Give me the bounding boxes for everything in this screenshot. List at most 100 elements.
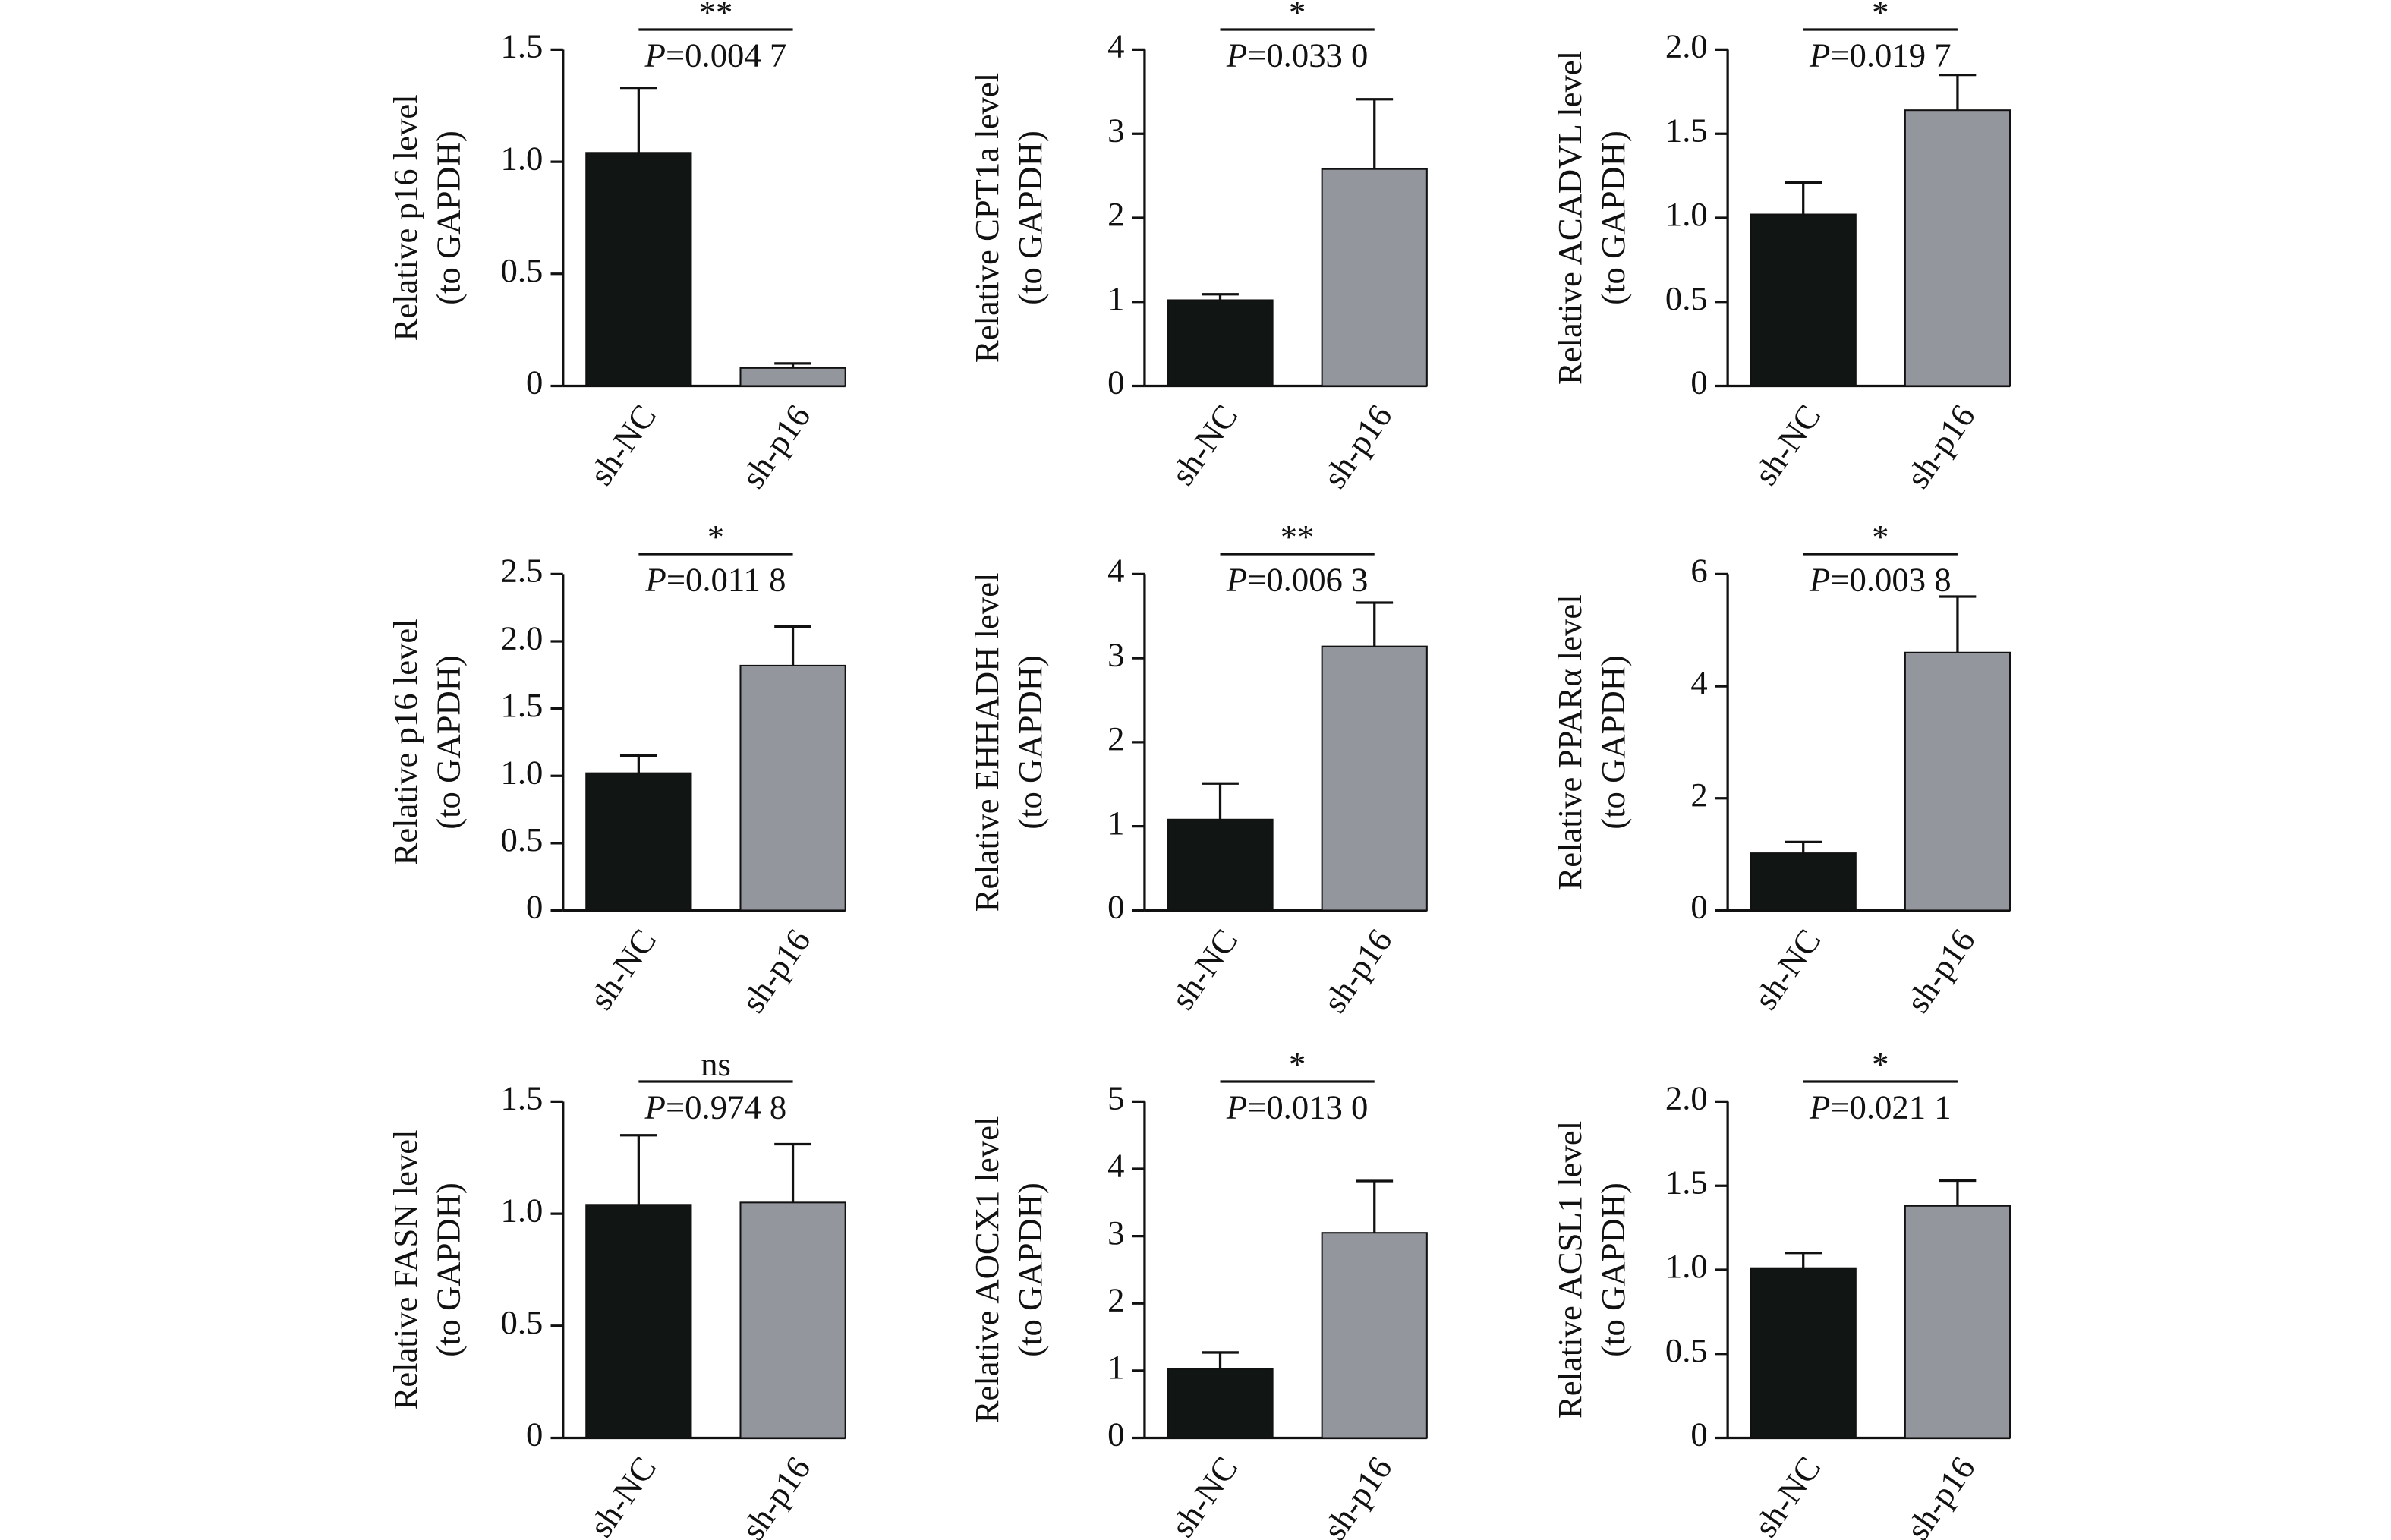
y-tick-label: 1.5 (1665, 1163, 1708, 1201)
y-axis-label: Relative AOCX1 level (968, 1116, 1006, 1424)
error-bar (1202, 293, 1239, 301)
y-tick-label: 0 (1107, 364, 1124, 402)
p-text: =0.019 7 (1830, 36, 1951, 74)
panel: 0 1 2 3 4 Relative CPT1a level (to GAPDH) sh-NC… (968, 0, 1428, 495)
y-tick-label: 1.0 (500, 1191, 543, 1229)
significance-label: * (1289, 1045, 1306, 1083)
significance-label: * (1289, 0, 1306, 31)
p-value: P=0.004 7 (644, 36, 787, 74)
p-value: P=0.013 0 (1226, 1088, 1369, 1126)
p-text: =0.003 8 (1830, 561, 1951, 599)
p-text: =0.004 7 (666, 36, 786, 74)
p-symbol: P (1809, 1088, 1830, 1126)
error-bar (619, 87, 657, 153)
x-tick-label: sh-NC (581, 1450, 663, 1540)
p-value: P=0.974 8 (644, 1088, 787, 1126)
bar (1750, 213, 1857, 387)
y-tick-label: 1.0 (1665, 195, 1708, 233)
x-tick-label: sh-p16 (1898, 1450, 1983, 1540)
y-tick-label: 4 (1107, 1146, 1124, 1184)
panel: 0 0.5 1.0 1.5 2.0 2.5 Relative p16 level (to GA… (386, 518, 846, 1019)
y-tick-label: 0 (1690, 1416, 1707, 1453)
panel: 0 0.5 1.0 1.5 2.0 Relative ACADVL level (to GA… (1551, 0, 2011, 495)
y-axis-label: (to GAPDH) (1011, 655, 1049, 830)
p-value: P=0.003 8 (1809, 561, 1952, 599)
bar (1904, 1205, 2011, 1439)
error-bar (1356, 1179, 1394, 1233)
significance-label: ns (701, 1045, 731, 1083)
y-tick-label: 1 (1107, 1348, 1124, 1386)
bar (1904, 651, 2011, 912)
bar (1750, 852, 1857, 912)
y-tick-label: 0 (526, 364, 543, 402)
y-tick-label: 3 (1107, 1214, 1124, 1252)
y-axis-label: (to GAPDH) (430, 131, 468, 305)
y-tick-label: 4 (1107, 27, 1124, 65)
y-tick-label: 1.0 (500, 139, 543, 177)
x-tick-label: sh-p16 (734, 398, 818, 495)
significance-label: * (1872, 1045, 1889, 1083)
y-axis-label: (to GAPDH) (1594, 1183, 1632, 1357)
p-symbol: P (644, 1088, 666, 1126)
y-tick-label: 0.5 (1665, 279, 1708, 317)
error-bar (774, 625, 811, 666)
bar (739, 367, 846, 387)
y-tick-label: 1.0 (1665, 1247, 1708, 1285)
y-tick-label: 0.5 (1665, 1331, 1708, 1369)
y-tick-label: 2 (1107, 1281, 1124, 1319)
y-axis-label: Relative EHHADH level (968, 573, 1006, 912)
panel: 0 1 2 3 4 5 Relative AOCX1 level (to GAPDH) sh-N… (968, 1045, 1428, 1540)
y-tick-label: 2.0 (500, 619, 543, 657)
y-tick-label: 1.0 (500, 753, 543, 791)
bar (1167, 1368, 1274, 1439)
error-bar (1939, 74, 1977, 111)
p-value: P=0.006 3 (1226, 561, 1369, 599)
y-tick-label: 6 (1690, 552, 1707, 590)
y-tick-label: 2 (1690, 776, 1707, 814)
x-tick-label: sh-NC (1747, 398, 1829, 492)
y-axis-label: Relative p16 level (386, 94, 424, 341)
y-tick-label: 3 (1107, 111, 1124, 149)
y-tick-label: 2 (1107, 720, 1124, 757)
p-symbol: P (1809, 36, 1830, 74)
y-tick-label: 0 (1107, 1416, 1124, 1453)
y-tick-label: 0 (526, 888, 543, 926)
p-symbol: P (1226, 561, 1247, 599)
x-tick-label: sh-p16 (1315, 398, 1400, 495)
p-symbol: P (1809, 561, 1830, 599)
p-text: =0.013 0 (1247, 1088, 1368, 1126)
x-tick-label: sh-NC (1747, 1450, 1829, 1540)
p-text: =0.006 3 (1247, 561, 1368, 599)
bar (585, 1204, 692, 1439)
x-tick-label: sh-NC (1163, 1450, 1245, 1540)
x-tick-label: sh-p16 (734, 922, 818, 1019)
x-tick-label: sh-NC (1163, 398, 1245, 492)
p-text: =0.011 8 (666, 561, 786, 599)
bar (1321, 1232, 1428, 1439)
p-value: P=0.021 1 (1809, 1088, 1952, 1126)
bar (585, 772, 692, 912)
y-tick-label: 3 (1107, 635, 1124, 673)
error-bar (1939, 1179, 1977, 1206)
bar (1167, 299, 1274, 387)
p-text: =0.021 1 (1830, 1088, 1951, 1126)
bar (585, 152, 692, 387)
y-tick-label: 4 (1690, 663, 1707, 701)
y-axis-label: Relative ACSL1 level (1551, 1121, 1589, 1419)
y-axis-label: (to GAPDH) (1594, 131, 1632, 305)
significance-label: * (1872, 518, 1889, 556)
y-tick-label: 0 (1690, 364, 1707, 402)
p-value: P=0.019 7 (1809, 36, 1952, 74)
p-value: P=0.033 0 (1226, 36, 1369, 74)
significance-label: * (1872, 0, 1889, 31)
y-tick-label: 1.5 (1665, 111, 1708, 149)
x-tick-label: sh-NC (1747, 922, 1829, 1016)
x-tick-label: sh-NC (581, 922, 663, 1016)
error-bar (619, 1134, 657, 1205)
error-bar (1785, 840, 1822, 854)
error-bar (1202, 1351, 1239, 1369)
panel: 0 1 2 3 4 Relative EHHADH level (to GAPDH) sh-N… (968, 518, 1428, 1019)
error-bar (1356, 98, 1394, 169)
y-tick-label: 1.5 (500, 1079, 543, 1117)
y-tick-label: 2.0 (1665, 1079, 1708, 1117)
